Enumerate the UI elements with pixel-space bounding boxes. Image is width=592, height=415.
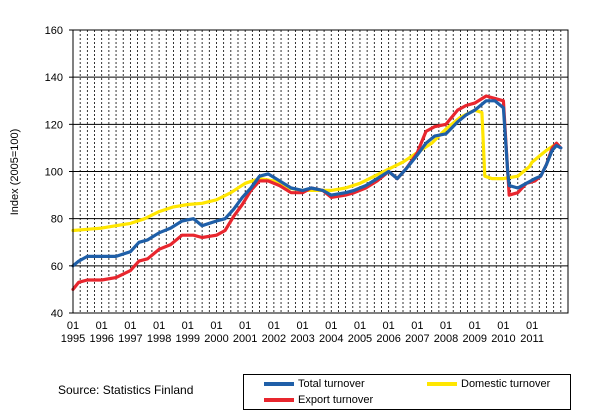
x-tick-year-label: 2011	[520, 333, 544, 345]
x-tick-month-label: 01	[469, 320, 481, 332]
x-tick-year-label: 1996	[89, 333, 113, 345]
series-line-2	[71, 99, 563, 268]
x-tick-year-label: 2010	[491, 333, 515, 345]
y-tick-label: 40	[51, 308, 63, 320]
x-tick-year-label: 2009	[462, 333, 486, 345]
x-tick-month-label: 01	[210, 320, 222, 332]
x-tick-year-label: 2007	[405, 333, 429, 345]
x-tick-month-label: 01	[411, 320, 423, 332]
series-line-0	[71, 108, 556, 233]
series-lines	[71, 94, 563, 291]
x-tick-month-label: 01	[153, 320, 165, 332]
x-tick-month-label: 01	[526, 320, 538, 332]
x-tick-month-label: 01	[383, 320, 395, 332]
y-tick-label: 120	[45, 119, 63, 131]
x-tick-month-label: 01	[96, 320, 108, 332]
x-tick-year-label: 2003	[290, 333, 314, 345]
x-tick-year-label: 1999	[176, 333, 200, 345]
legend-item-total: Total turnover	[264, 378, 365, 390]
x-tick-month-label: 01	[325, 320, 337, 332]
x-tick-month-label: 01	[440, 320, 452, 332]
y-axis-title: Index (2005=100)	[9, 129, 21, 216]
x-tick-month-label: 01	[182, 320, 194, 332]
x-axis-ticks: 0119950119960119970119980119990120000120…	[61, 320, 544, 345]
y-tick-label: 100	[45, 167, 63, 179]
x-tick-year-label: 2008	[434, 333, 458, 345]
legend-label-export: Export turnover	[298, 394, 374, 406]
x-tick-month-label: 01	[268, 320, 280, 332]
x-tick-month-label: 01	[67, 320, 79, 332]
x-tick-year-label: 1995	[61, 333, 85, 345]
y-axis-ticks: 40 60 80 100 120 140 160	[45, 25, 73, 320]
x-tick-year-label: 2005	[348, 333, 372, 345]
legend-label-total: Total turnover	[298, 378, 365, 390]
legend-swatch-export	[264, 398, 294, 402]
x-tick-year-label: 2000	[204, 333, 228, 345]
legend-label-domestic: Domestic turnover	[461, 378, 551, 390]
y-tick-label: 60	[51, 261, 63, 273]
x-tick-month-label: 01	[239, 320, 251, 332]
x-tick-month-label: 01	[497, 320, 509, 332]
y-tick-label: 80	[51, 214, 63, 226]
legend: Total turnover Domestic turnover Export …	[243, 374, 571, 410]
y-tick-label: 140	[45, 72, 63, 84]
x-tick-year-label: 1997	[118, 333, 142, 345]
legend-item-domestic: Domestic turnover	[427, 378, 550, 390]
x-tick-month-label: 01	[354, 320, 366, 332]
legend-item-export: Export turnover	[264, 394, 373, 406]
legend-swatch-total	[264, 382, 294, 386]
x-tick-year-label: 1998	[147, 333, 171, 345]
legend-swatch-domestic	[427, 382, 457, 386]
x-tick-month-label: 01	[296, 320, 308, 332]
x-tick-year-label: 2001	[233, 333, 257, 345]
x-tick-year-label: 2002	[262, 333, 286, 345]
y-tick-label: 160	[45, 25, 63, 37]
x-tick-year-label: 2006	[376, 333, 400, 345]
x-tick-year-label: 2004	[319, 333, 343, 345]
source-note: Source: Statistics Finland	[58, 383, 194, 397]
x-tick-month-label: 01	[124, 320, 136, 332]
